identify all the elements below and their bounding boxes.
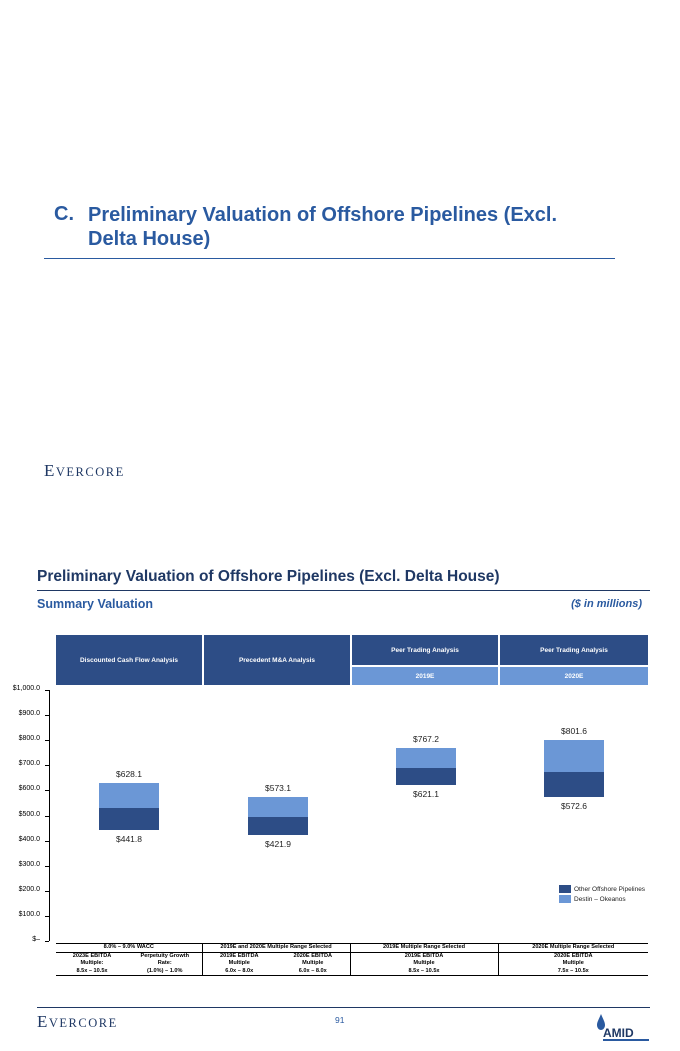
legend-item-destin: Destin – Okeanos — [559, 894, 645, 904]
header-peer-2020: Peer Trading Analysis — [500, 635, 648, 665]
evercore-footer-rest: VERCORE — [48, 1016, 118, 1030]
y-tick-label: $300.0 — [18, 860, 40, 868]
evercore-footer-logo: EVERCORE — [37, 1012, 118, 1032]
legend-item-other: Other Offshore Pipelines — [559, 884, 645, 894]
page-subtitle: Summary Valuation — [37, 597, 154, 611]
cell-c2a: Perpetuity Growth — [140, 952, 189, 959]
cell-c1a: 2023E EBITDA — [72, 952, 112, 959]
page-number: 91 — [335, 1015, 345, 1025]
methodology-row-3: 8.5x – 10.5x (1.0%) – 1.0% 6.0x – 8.0x 6… — [56, 967, 648, 976]
cell-c5a: 2019E EBITDA — [349, 952, 498, 960]
cell-c5b: Multiple — [349, 960, 498, 968]
cell-c4a: 2020E EBITDA — [293, 952, 333, 959]
bar-other-offshore — [248, 817, 308, 836]
evercore-footer-initial: E — [37, 1012, 49, 1031]
legend-swatch-other — [559, 885, 571, 893]
y-tick-mark — [45, 790, 49, 792]
y-tick-label: $900.0 — [18, 710, 40, 718]
legend-label-other: Other Offshore Pipelines — [574, 885, 646, 893]
y-tick-label: $200.0 — [18, 885, 40, 893]
cell-c6b: Multiple — [497, 960, 648, 968]
bar-low-label: $421.9 — [265, 839, 291, 850]
header-dcf: Discounted Cash Flow Analysis — [56, 635, 202, 685]
method-peer-2020-range: 2020E Multiple Range Selected — [497, 943, 648, 952]
bar-other-offshore — [99, 808, 159, 831]
methodology-row-1: 2023E EBITDA Perpetuity Growth 2019E EBI… — [56, 952, 648, 960]
y-tick-mark — [45, 765, 49, 767]
subheader-2019e: 2019E — [352, 667, 498, 685]
y-tick-mark — [45, 715, 49, 717]
y-tick-mark — [45, 915, 49, 917]
bar-low-label: $621.1 — [413, 789, 439, 800]
y-tick-mark — [45, 740, 49, 742]
methodology-row-2: Multiple: Rate: Multiple Multiple Multip… — [56, 960, 648, 968]
y-tick-mark — [45, 815, 49, 817]
bar-destin-okeanos — [396, 748, 456, 769]
bar-destin-okeanos — [544, 739, 604, 773]
y-tick-label: $600.0 — [18, 785, 40, 793]
legend-label-destin: Destin – Okeanos — [574, 895, 626, 903]
section-title: Preliminary Valuation of Offshore Pipeli… — [88, 204, 558, 250]
cell-c6a: 2020E EBITDA — [497, 952, 648, 960]
evercore-logo-rest: VERCORE — [55, 465, 125, 479]
section-divider — [44, 258, 615, 259]
y-tick-label: $700.0 — [18, 760, 40, 768]
footer-divider — [37, 1007, 650, 1008]
bar-high-label: $628.1 — [116, 769, 142, 780]
bar-other-offshore — [396, 768, 456, 786]
evercore-logo-initial: E — [44, 461, 56, 480]
chart-legend: Other Offshore Pipelines Destin – Okeano… — [559, 884, 645, 904]
amid-flame-icon — [597, 1014, 605, 1030]
method-peer-2019-range: 2019E Multiple Range Selected — [349, 943, 498, 952]
cell-c2b: Rate: — [157, 960, 172, 966]
y-tick-mark — [45, 865, 49, 867]
y-tick-label: $500.0 — [18, 810, 40, 818]
methodology-table: 8.0% – 9.0% WACC 2019E and 2020E Multipl… — [56, 943, 648, 976]
cell-c3a: 2019E EBITDA — [201, 952, 276, 960]
bar-high-label: $767.2 — [413, 734, 439, 745]
cell-c4c: 6.0x – 8.0x — [276, 967, 350, 976]
y-tick-mark — [45, 890, 49, 892]
legend-swatch-destin — [559, 895, 571, 903]
y-tick-label: $1,000.0 — [12, 685, 40, 692]
y-tick-label: $– — [32, 936, 40, 943]
cell-c3b: Multiple — [201, 960, 276, 968]
cell-c3c: 6.0x – 8.0x — [201, 967, 276, 976]
bar-high-label: $801.6 — [561, 725, 587, 736]
method-precedent-range: 2019E and 2020E Multiple Range Selected — [201, 943, 350, 952]
bar-other-offshore — [544, 772, 604, 798]
amid-logo: AMID — [597, 1014, 649, 1041]
evercore-logo: EVERCORE — [44, 461, 125, 481]
y-tick-mark — [45, 840, 49, 842]
title-divider — [37, 590, 650, 591]
section-letter: C. — [54, 203, 74, 225]
bar-destin-okeanos — [99, 783, 159, 809]
header-precedent: Precedent M&A Analysis — [204, 635, 350, 685]
methodology-group-row: 8.0% – 9.0% WACC 2019E and 2020E Multipl… — [56, 943, 648, 952]
cell-c5c: 8.5x – 10.5x — [349, 967, 498, 976]
y-axis — [49, 690, 50, 941]
cell-c1c: 8.5x – 10.5x — [56, 967, 128, 976]
subheader-2020e: 2020E — [500, 667, 648, 685]
y-tick-label: $100.0 — [18, 910, 40, 918]
y-tick-label: $800.0 — [18, 735, 40, 743]
amid-underline — [603, 1039, 649, 1041]
bar-destin-okeanos — [248, 797, 308, 817]
amid-wordmark: AMID — [603, 1026, 634, 1040]
bar-high-label: $573.1 — [265, 783, 291, 794]
cell-c4b: Multiple — [302, 960, 324, 966]
method-dcf-range: 8.0% – 9.0% WACC — [103, 944, 154, 950]
y-tick-label: $400.0 — [18, 835, 40, 843]
page-title: Preliminary Valuation of Offshore Pipeli… — [37, 568, 500, 585]
header-peer-2019: Peer Trading Analysis — [352, 635, 498, 665]
bar-low-label: $441.8 — [116, 834, 142, 845]
cell-c1b: Multiple: — [80, 960, 104, 966]
y-tick-mark — [45, 690, 49, 691]
units-note: ($ in millions) — [571, 598, 642, 610]
cell-c2c: (1.0%) – 1.0% — [128, 967, 202, 976]
cell-c6c: 7.5x – 10.5x — [497, 967, 648, 976]
y-tick-mark — [45, 941, 49, 942]
bar-low-label: $572.6 — [561, 801, 587, 812]
